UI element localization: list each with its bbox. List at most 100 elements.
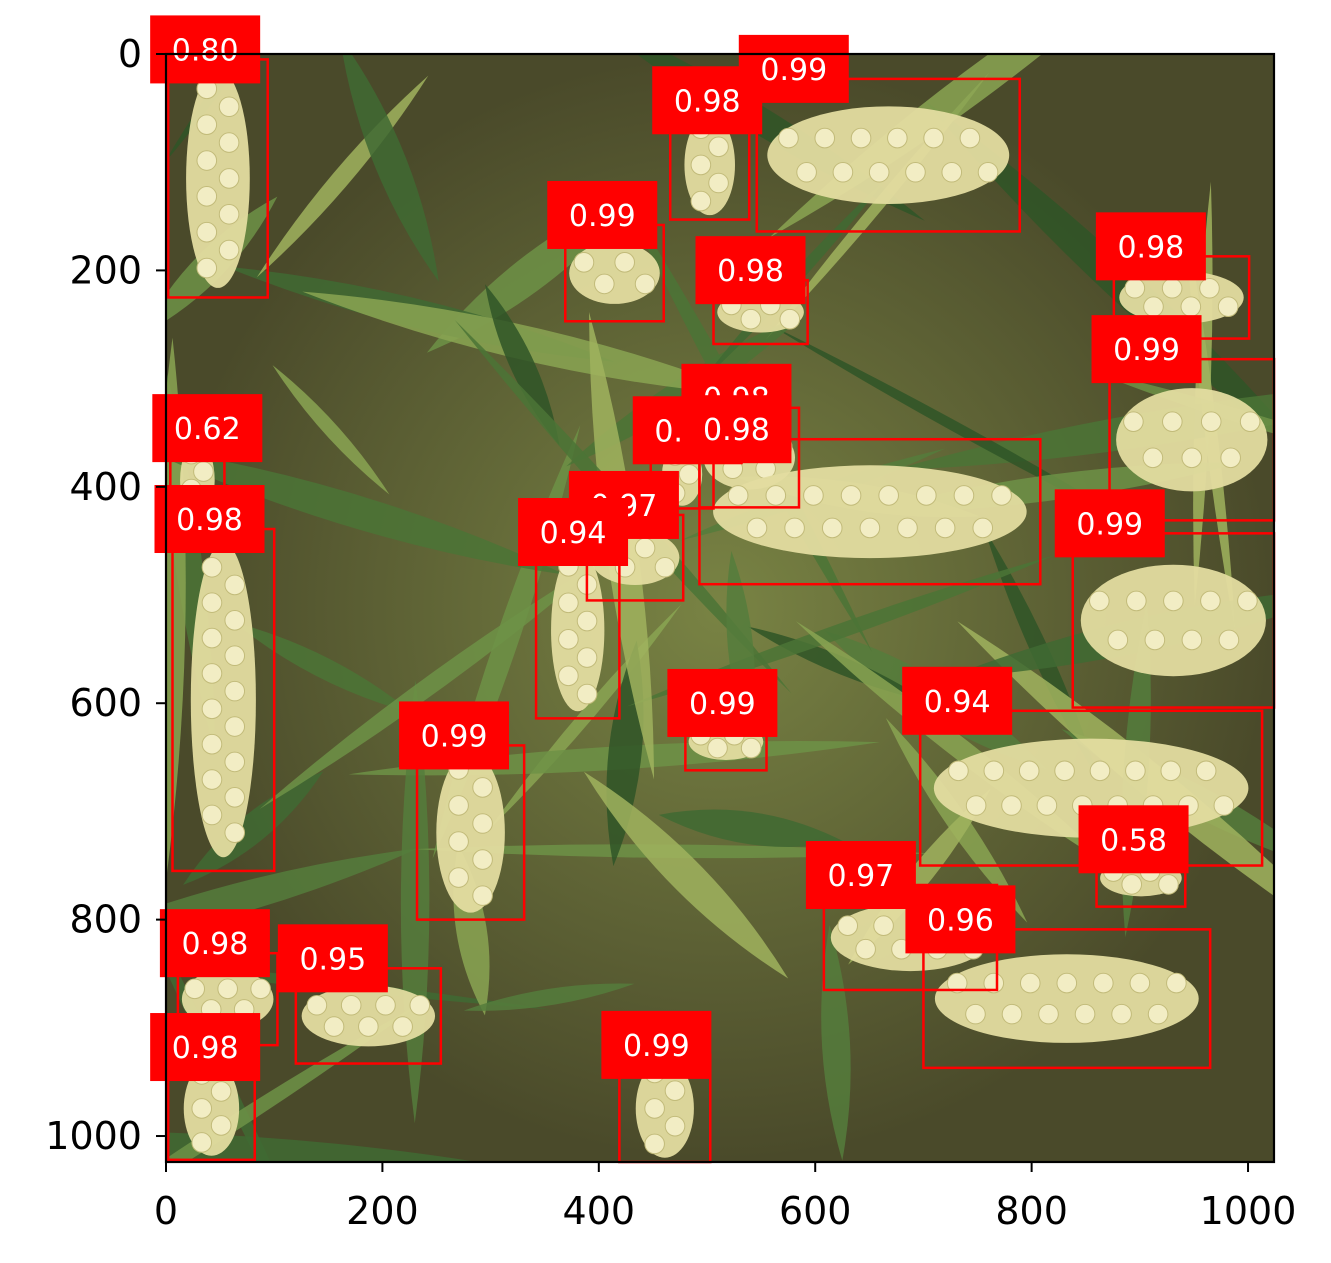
score-label-background (1091, 315, 1202, 384)
wheat-spikelet (1126, 590, 1147, 612)
wheat-spikelet (977, 161, 999, 183)
leaf-shape (485, 284, 560, 446)
score-label-background (518, 497, 629, 566)
wheat-spikelet (1158, 874, 1179, 895)
score-label: 0.98 (674, 84, 741, 119)
wheat-spikelet (840, 485, 862, 506)
wheat-ear (713, 465, 1027, 559)
score-label-background (1078, 805, 1189, 874)
detection: 0.98 (150, 1013, 261, 1162)
wheat-spikelet (905, 161, 926, 183)
score-label: 0.96 (927, 903, 994, 938)
detection: 0.98 (154, 485, 276, 873)
wheat-spikelet (859, 517, 881, 539)
wheat-spikelet (644, 1133, 665, 1155)
wheat-spikelet (224, 751, 246, 773)
score-label: 0.80 (172, 33, 239, 68)
wheat-ear-layer (180, 68, 1268, 1158)
wheat-spikelet (448, 867, 469, 888)
leaf-shape (259, 557, 608, 809)
wheat-spikelet (654, 556, 676, 578)
wheat-spikelet (250, 978, 271, 1000)
wheat-spikelet (778, 127, 799, 149)
detection: 0.99 (738, 34, 1021, 233)
score-label: 0.98 (1117, 230, 1184, 265)
wheat-spikelet (409, 994, 431, 1016)
wheat-ear (934, 954, 1199, 1043)
detection: 0.94 (902, 666, 1264, 867)
wheat-spikelet (558, 629, 579, 650)
detection: 0.94 (518, 497, 629, 720)
wheat-spikelet (224, 645, 246, 667)
wheat-spikelet (218, 239, 240, 261)
wheat-spikelet (201, 698, 223, 720)
wheat-spikelet (1218, 629, 1240, 651)
wheat-spikelet (1195, 760, 1217, 782)
wheat-spikelet (916, 485, 937, 506)
leaf-shape (183, 771, 324, 885)
score-label-background (681, 395, 792, 464)
wheat-spikelet (576, 647, 598, 668)
y-tick-label: 200 (69, 248, 142, 292)
detection: 0.99 (547, 180, 665, 323)
y-tick-label: 600 (69, 681, 142, 725)
wheat-spikelet (948, 760, 969, 782)
score-label: 0.95 (299, 942, 366, 977)
wheat-spikelet (1124, 277, 1146, 299)
wheat-spikelet (573, 252, 595, 273)
leaf-shape (342, 54, 439, 282)
wheat-spikelet (184, 978, 206, 1000)
detection: 0.98 (159, 909, 279, 1047)
wheat-spikelet (1089, 760, 1111, 782)
wheat-spikelet (740, 308, 762, 330)
wheat-spikelet (1144, 629, 1166, 651)
wheat-spikelet (224, 680, 246, 702)
wheat-spikelet (224, 574, 246, 596)
leaf-shape (302, 291, 756, 397)
wheat-spikelet (740, 737, 762, 759)
wheat-spikelet (224, 610, 246, 631)
wheat-spikelet (1143, 296, 1164, 317)
wheat-spikelet (594, 273, 615, 295)
wheat-spikelet (1163, 590, 1184, 612)
x-tick-label: 400 (563, 1189, 636, 1233)
wheat-spikelet (946, 972, 968, 994)
score-label-background (152, 394, 263, 463)
leaf-shape (658, 809, 845, 848)
score-label: 0.99 (689, 687, 756, 722)
wheat-spikelet (1220, 447, 1241, 469)
y-axis: 0 200 400 600 800 1000 (45, 32, 166, 1158)
score-label: 0.98 (703, 413, 770, 448)
x-axis: 0 200 400 600 800 1000 (154, 1162, 1296, 1233)
wheat-spikelet (873, 915, 894, 937)
score-label-background (150, 1013, 261, 1082)
wheat-spikelet (1019, 972, 1041, 994)
detection: 0.98 (681, 395, 1042, 586)
score-label: 0.99 (569, 199, 636, 234)
score-label: 0.98 (176, 503, 243, 538)
score-label-background (150, 15, 261, 84)
leaf-shape (166, 450, 566, 575)
wheat-spikelet (837, 915, 859, 937)
wheat-spikelet (850, 127, 872, 149)
wheat-spikelet (448, 795, 469, 816)
axes-frame (164, 52, 1276, 1164)
wheat-spikelet (1181, 447, 1203, 469)
wheat-spikelet (1001, 1003, 1023, 1025)
wheat-spikelet (340, 994, 362, 1016)
wheat-ear (190, 542, 256, 858)
wheat-spikelet (1121, 874, 1143, 895)
detection: 0.99 (1054, 489, 1276, 709)
score-label-background (1095, 212, 1206, 281)
score-label-background (277, 924, 388, 993)
wheat-spikelet (707, 737, 728, 759)
x-tick-label: 200 (346, 1189, 419, 1233)
detection: 0.62 (152, 394, 263, 524)
score-label: 0.58 (1100, 823, 1167, 858)
y-tick-label: 800 (69, 898, 142, 942)
wheat-spikelet (196, 186, 218, 207)
score-label-background (399, 701, 510, 770)
wheat-spikelet (953, 485, 975, 506)
wheat-spikelet (941, 161, 963, 183)
